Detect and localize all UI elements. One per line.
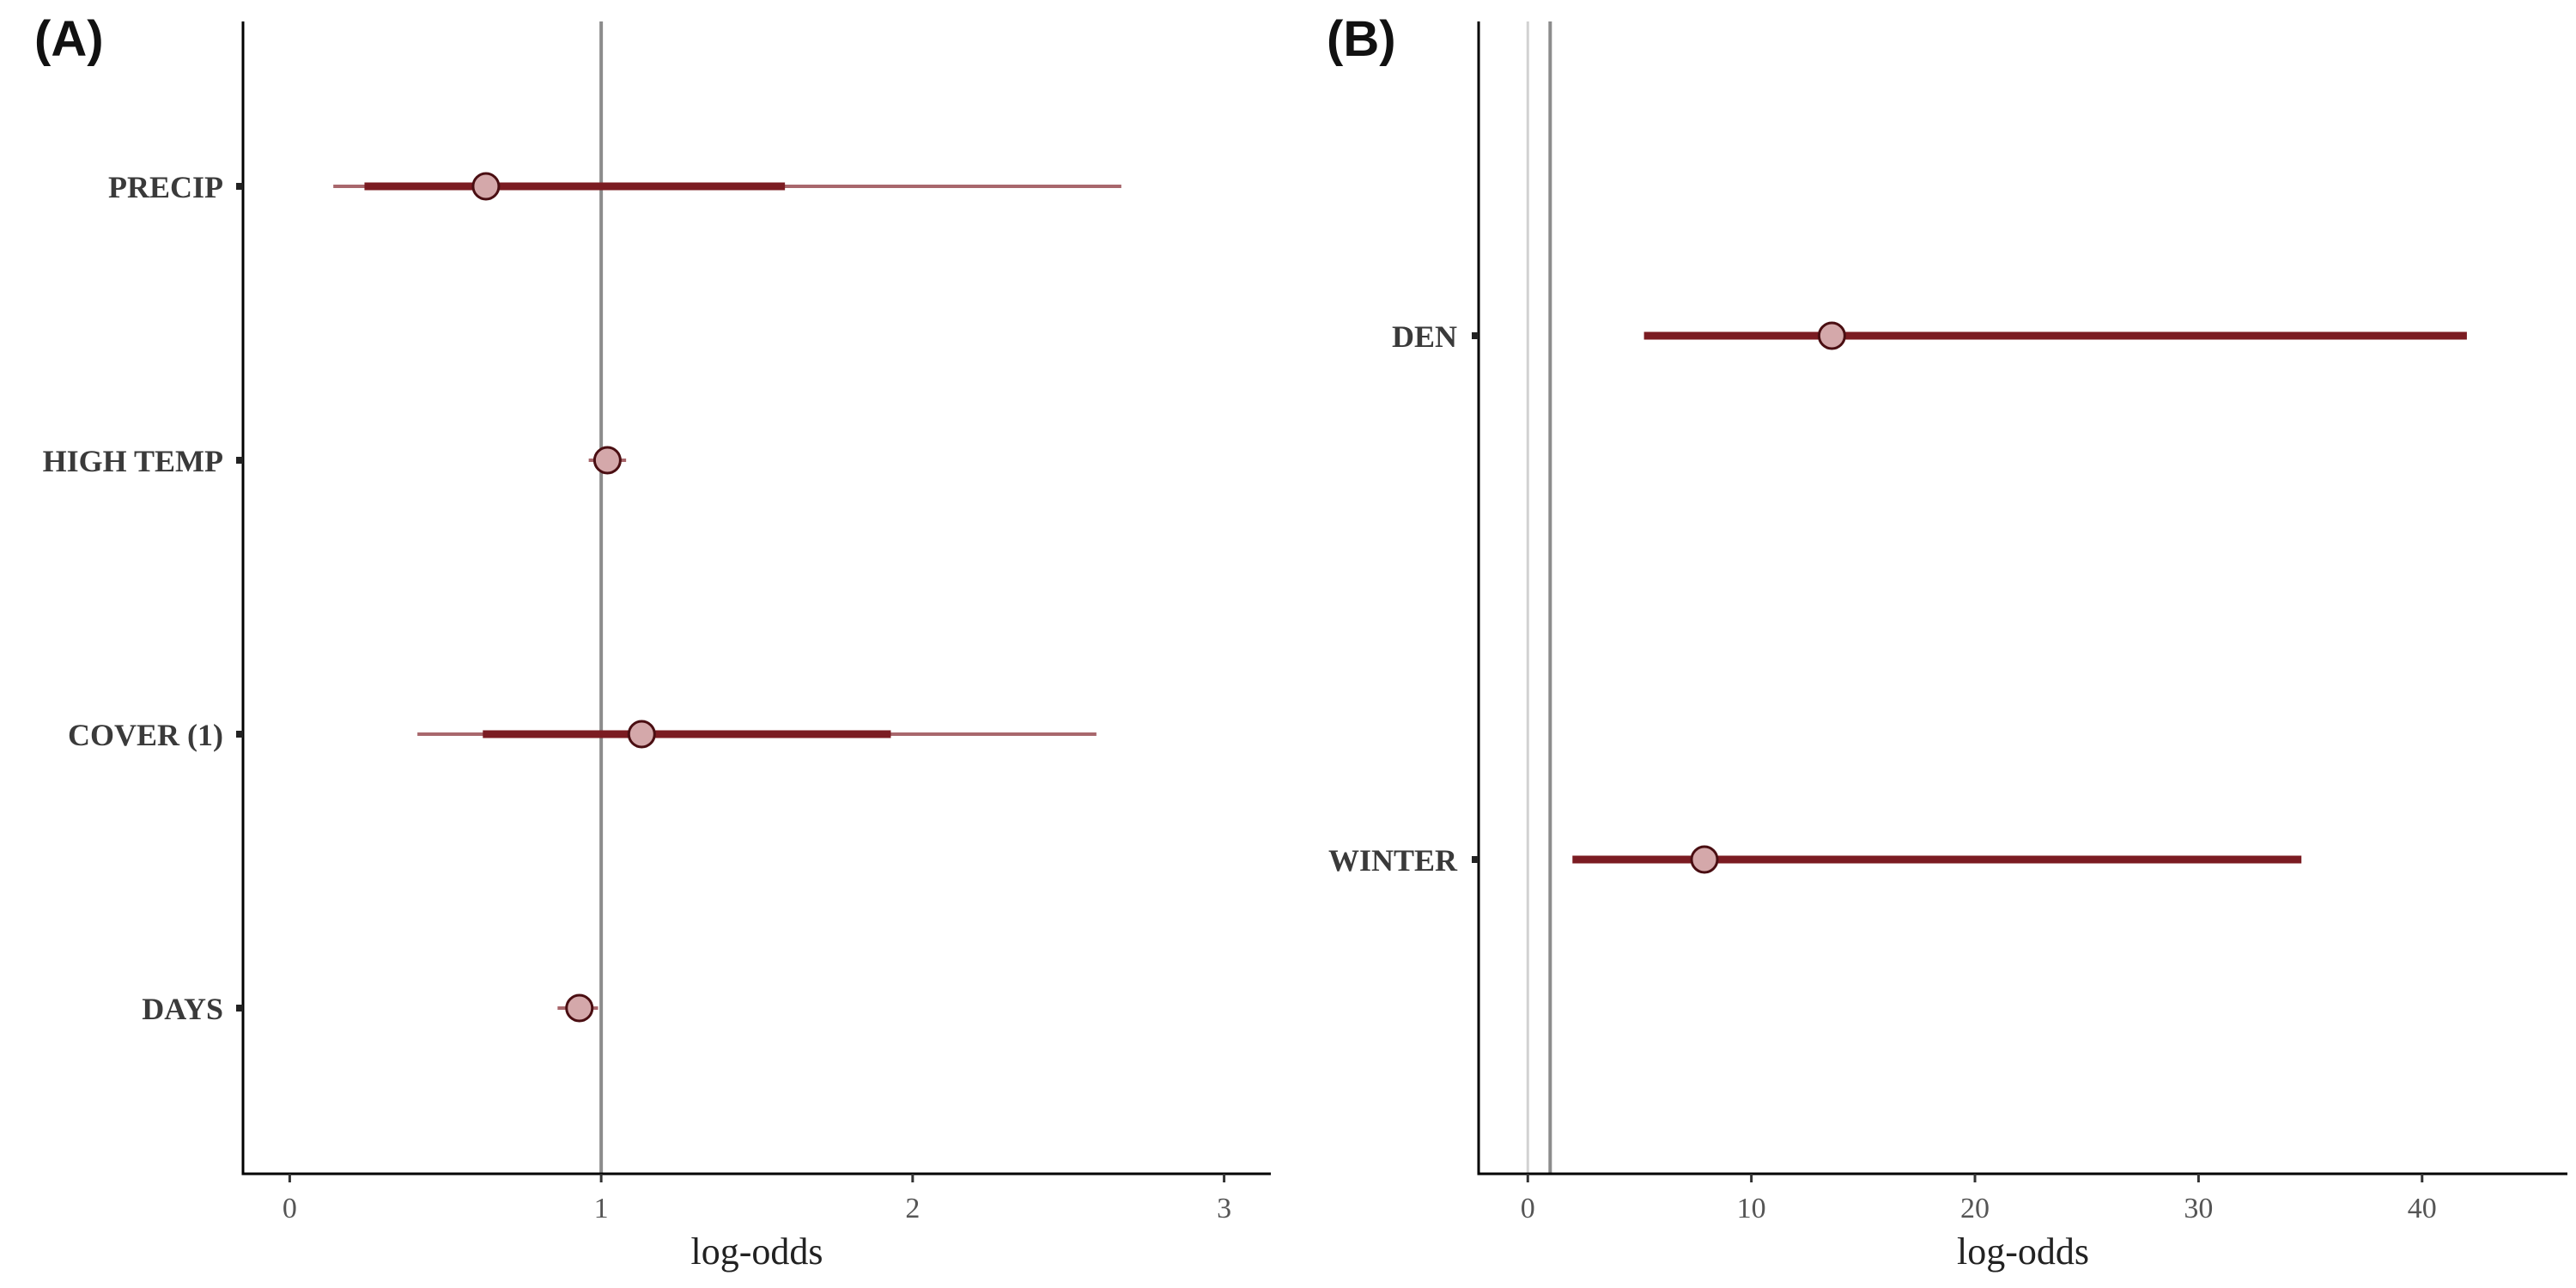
estimate-point — [471, 172, 501, 201]
x-tick-label: 20 — [1960, 1193, 1990, 1224]
category-label: HIGH TEMP — [43, 444, 223, 478]
category-label: WINTER — [1328, 843, 1458, 878]
panel-label: (B) — [1327, 11, 1396, 67]
panel-label: (A) — [34, 11, 104, 67]
category-label: DEN — [1392, 319, 1457, 354]
x-tick-label: 0 — [283, 1193, 297, 1224]
x-tick-label: 1 — [594, 1193, 609, 1224]
category-label: DAYS — [142, 992, 223, 1026]
category-label: PRECIP — [108, 170, 223, 204]
x-tick-label: 10 — [1737, 1193, 1766, 1224]
x-axis-title: log-odds — [691, 1230, 823, 1273]
x-axis-title: log-odds — [1957, 1230, 2089, 1273]
x-tick-label: 40 — [2408, 1193, 2437, 1224]
estimate-point — [1817, 321, 1846, 350]
category-label: COVER (1) — [68, 718, 223, 752]
x-tick-label: 0 — [1521, 1193, 1535, 1224]
x-tick-label: 30 — [2184, 1193, 2213, 1224]
estimate-point — [1690, 845, 1719, 874]
x-tick-label: 3 — [1217, 1193, 1231, 1224]
x-tick-label: 2 — [905, 1193, 920, 1224]
estimate-point — [565, 993, 594, 1023]
estimate-point — [627, 720, 656, 749]
panel-b: (B) 0 10 20 30 40 log-odds DEN WINTER — [1327, 11, 2567, 1273]
panel-a: (A) 0 1 2 3 log-odds PRECIP HIGH TEMP COVER (1) D… — [34, 11, 1271, 1273]
estimate-point — [592, 446, 622, 475]
